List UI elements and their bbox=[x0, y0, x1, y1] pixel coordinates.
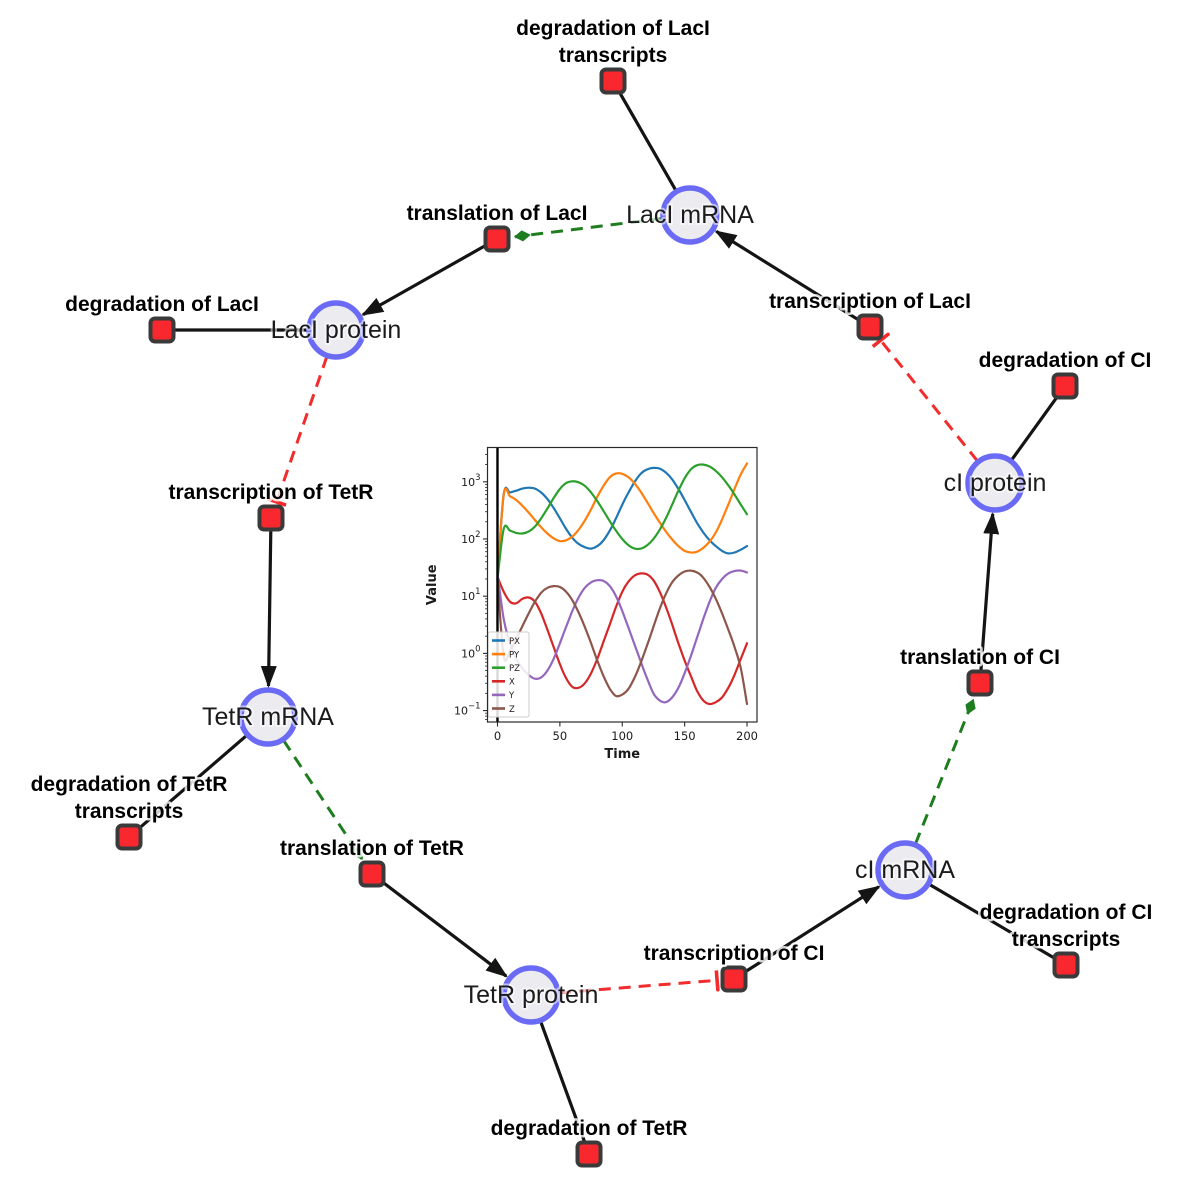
reaction-label-deg-laci: degradation of LacI bbox=[65, 293, 259, 316]
reaction-label-tl-ci: translation of CI bbox=[900, 646, 1060, 669]
edge-laci-protein-to-tc-tetr bbox=[277, 356, 329, 502]
legend-label-Y: Y bbox=[508, 691, 515, 701]
reaction-label-deg-laci-tx-line1: degradation of LacI bbox=[516, 17, 710, 40]
x-axis-label: Time bbox=[604, 747, 640, 762]
reaction-node-deg-laci[interactable] bbox=[148, 316, 176, 344]
x-tick-label: 0 bbox=[494, 729, 501, 743]
legend-label-X: X bbox=[509, 678, 515, 688]
species-label-laci-protein: LacI protein bbox=[271, 316, 402, 344]
legend-label-Z: Z bbox=[509, 705, 515, 715]
edge-ci-mrna-to-deg-ci-tx bbox=[928, 882, 1057, 961]
species-node-tetr-protein[interactable] bbox=[501, 965, 561, 1025]
legend-label-PX: PX bbox=[509, 637, 520, 647]
chart-frame bbox=[486, 446, 758, 723]
species-label-ci-protein: cI protein bbox=[944, 469, 1047, 497]
edge-ci-protein-to-deg-ci bbox=[1010, 394, 1060, 462]
edges-layer bbox=[137, 90, 1060, 1144]
edge-tl-ci-to-ci-protein bbox=[979, 511, 1000, 672]
reaction-node-deg-laci-tx[interactable] bbox=[599, 67, 627, 95]
reaction-label-deg-ci: degradation of CI bbox=[979, 349, 1152, 372]
edge-tc-laci-to-laci-mrna bbox=[714, 230, 861, 323]
species-node-laci-mrna[interactable] bbox=[660, 185, 720, 245]
reaction-label-deg-laci-tx-line2: transcripts bbox=[559, 44, 668, 67]
species-label-tetr-mrna: TetR mRNA bbox=[202, 703, 334, 731]
y-axis-label: Value bbox=[425, 564, 440, 605]
reaction-node-tl-laci[interactable] bbox=[483, 225, 511, 253]
y-tick-label: 10−1 bbox=[454, 702, 481, 718]
legend-label-PZ: PZ bbox=[509, 664, 520, 674]
edge-ci-protein-to-tc-laci bbox=[881, 340, 979, 463]
edge-tl-laci-to-laci-protein bbox=[361, 243, 488, 317]
reaction-node-tc-tetr[interactable] bbox=[257, 504, 285, 532]
reaction-label-tc-tetr: transcription of TetR bbox=[169, 481, 374, 504]
reaction-label-tc-laci: transcription of LacI bbox=[769, 290, 971, 313]
chart-legend: PX PY PZ XYZ bbox=[487, 631, 530, 718]
x-tick-label: 200 bbox=[736, 729, 758, 743]
species-node-laci-protein[interactable] bbox=[306, 300, 366, 360]
y-tick-label: 101 bbox=[461, 587, 480, 603]
reaction-node-tc-ci[interactable] bbox=[720, 965, 748, 993]
y-tick-label: 100 bbox=[461, 644, 480, 660]
reaction-label-tc-ci: transcription of CI bbox=[644, 942, 825, 965]
x-tick-label: 100 bbox=[611, 729, 633, 743]
series-X bbox=[496, 572, 749, 706]
x-tick-label: 150 bbox=[674, 729, 696, 743]
series-PZ bbox=[496, 463, 749, 581]
reaction-node-tl-tetr[interactable] bbox=[358, 860, 386, 888]
series-PX bbox=[496, 466, 749, 581]
x-tick-label: 50 bbox=[553, 729, 568, 743]
reaction-label-tl-tetr: translation of TetR bbox=[280, 837, 464, 860]
reaction-label-deg-tetr-tx-line1: degradation of TetR bbox=[31, 773, 228, 796]
edge-laci-mrna-to-tl-laci bbox=[513, 217, 663, 242]
edge-laci-mrna-to-deg-laci-tx bbox=[617, 90, 678, 192]
species-node-tetr-mrna[interactable] bbox=[238, 687, 298, 747]
species-label-ci-mrna: cI mRNA bbox=[855, 856, 955, 884]
legend-label-PY: PY bbox=[509, 650, 520, 660]
reaction-node-tl-ci[interactable] bbox=[966, 669, 994, 697]
series-Z bbox=[496, 569, 749, 706]
species-label-laci-mrna: LacI mRNA bbox=[626, 201, 754, 229]
edge-tc-tetr-to-tetr-mrna bbox=[260, 529, 277, 688]
reaction-node-deg-ci[interactable] bbox=[1051, 372, 1079, 400]
edge-tl-tetr-to-tetr-protein bbox=[380, 880, 508, 978]
edge-tetr-protein-to-deg-tetr bbox=[539, 1020, 587, 1144]
chart-plot-area bbox=[487, 447, 757, 722]
edge-tetr-protein-to-tc-ci bbox=[558, 980, 717, 995]
edge-ci-mrna-to-tl-ci bbox=[914, 698, 976, 845]
labels-layer: LacI mRNA LacI protein TetR mRNA TetR prote… bbox=[28, 15, 1155, 1143]
nodes-layer bbox=[115, 67, 1080, 1168]
reaction-node-deg-tetr[interactable] bbox=[575, 1140, 603, 1168]
reaction-label-deg-tetr-tx-line2: transcripts bbox=[75, 800, 184, 823]
reaction-node-deg-ci-tx[interactable] bbox=[1052, 951, 1080, 979]
series-Y bbox=[496, 569, 749, 704]
reaction-label-deg-ci-tx-line1: degradation of CI bbox=[980, 901, 1153, 924]
species-node-ci-mrna[interactable] bbox=[875, 840, 935, 900]
edge-tetr-mrna-to-deg-tetr-tx bbox=[137, 734, 248, 831]
species-label-tetr-protein: TetR protein bbox=[464, 981, 599, 1009]
edge-tc-ci-to-ci-mrna bbox=[743, 885, 881, 974]
reaction-node-deg-tetr-tx[interactable] bbox=[115, 823, 143, 851]
reaction-label-deg-tetr: degradation of TetR bbox=[491, 1117, 688, 1140]
reaction-node-tc-laci[interactable] bbox=[856, 313, 884, 341]
reaction-label-deg-ci-tx-line2: transcripts bbox=[1012, 928, 1121, 951]
y-tick-label: 102 bbox=[461, 530, 480, 546]
edge-tetr-mrna-to-tl-tetr bbox=[282, 739, 364, 860]
species-node-ci-protein[interactable] bbox=[965, 453, 1025, 513]
y-tick-label: 103 bbox=[461, 473, 480, 489]
reaction-label-tl-laci: translation of LacI bbox=[407, 202, 588, 225]
